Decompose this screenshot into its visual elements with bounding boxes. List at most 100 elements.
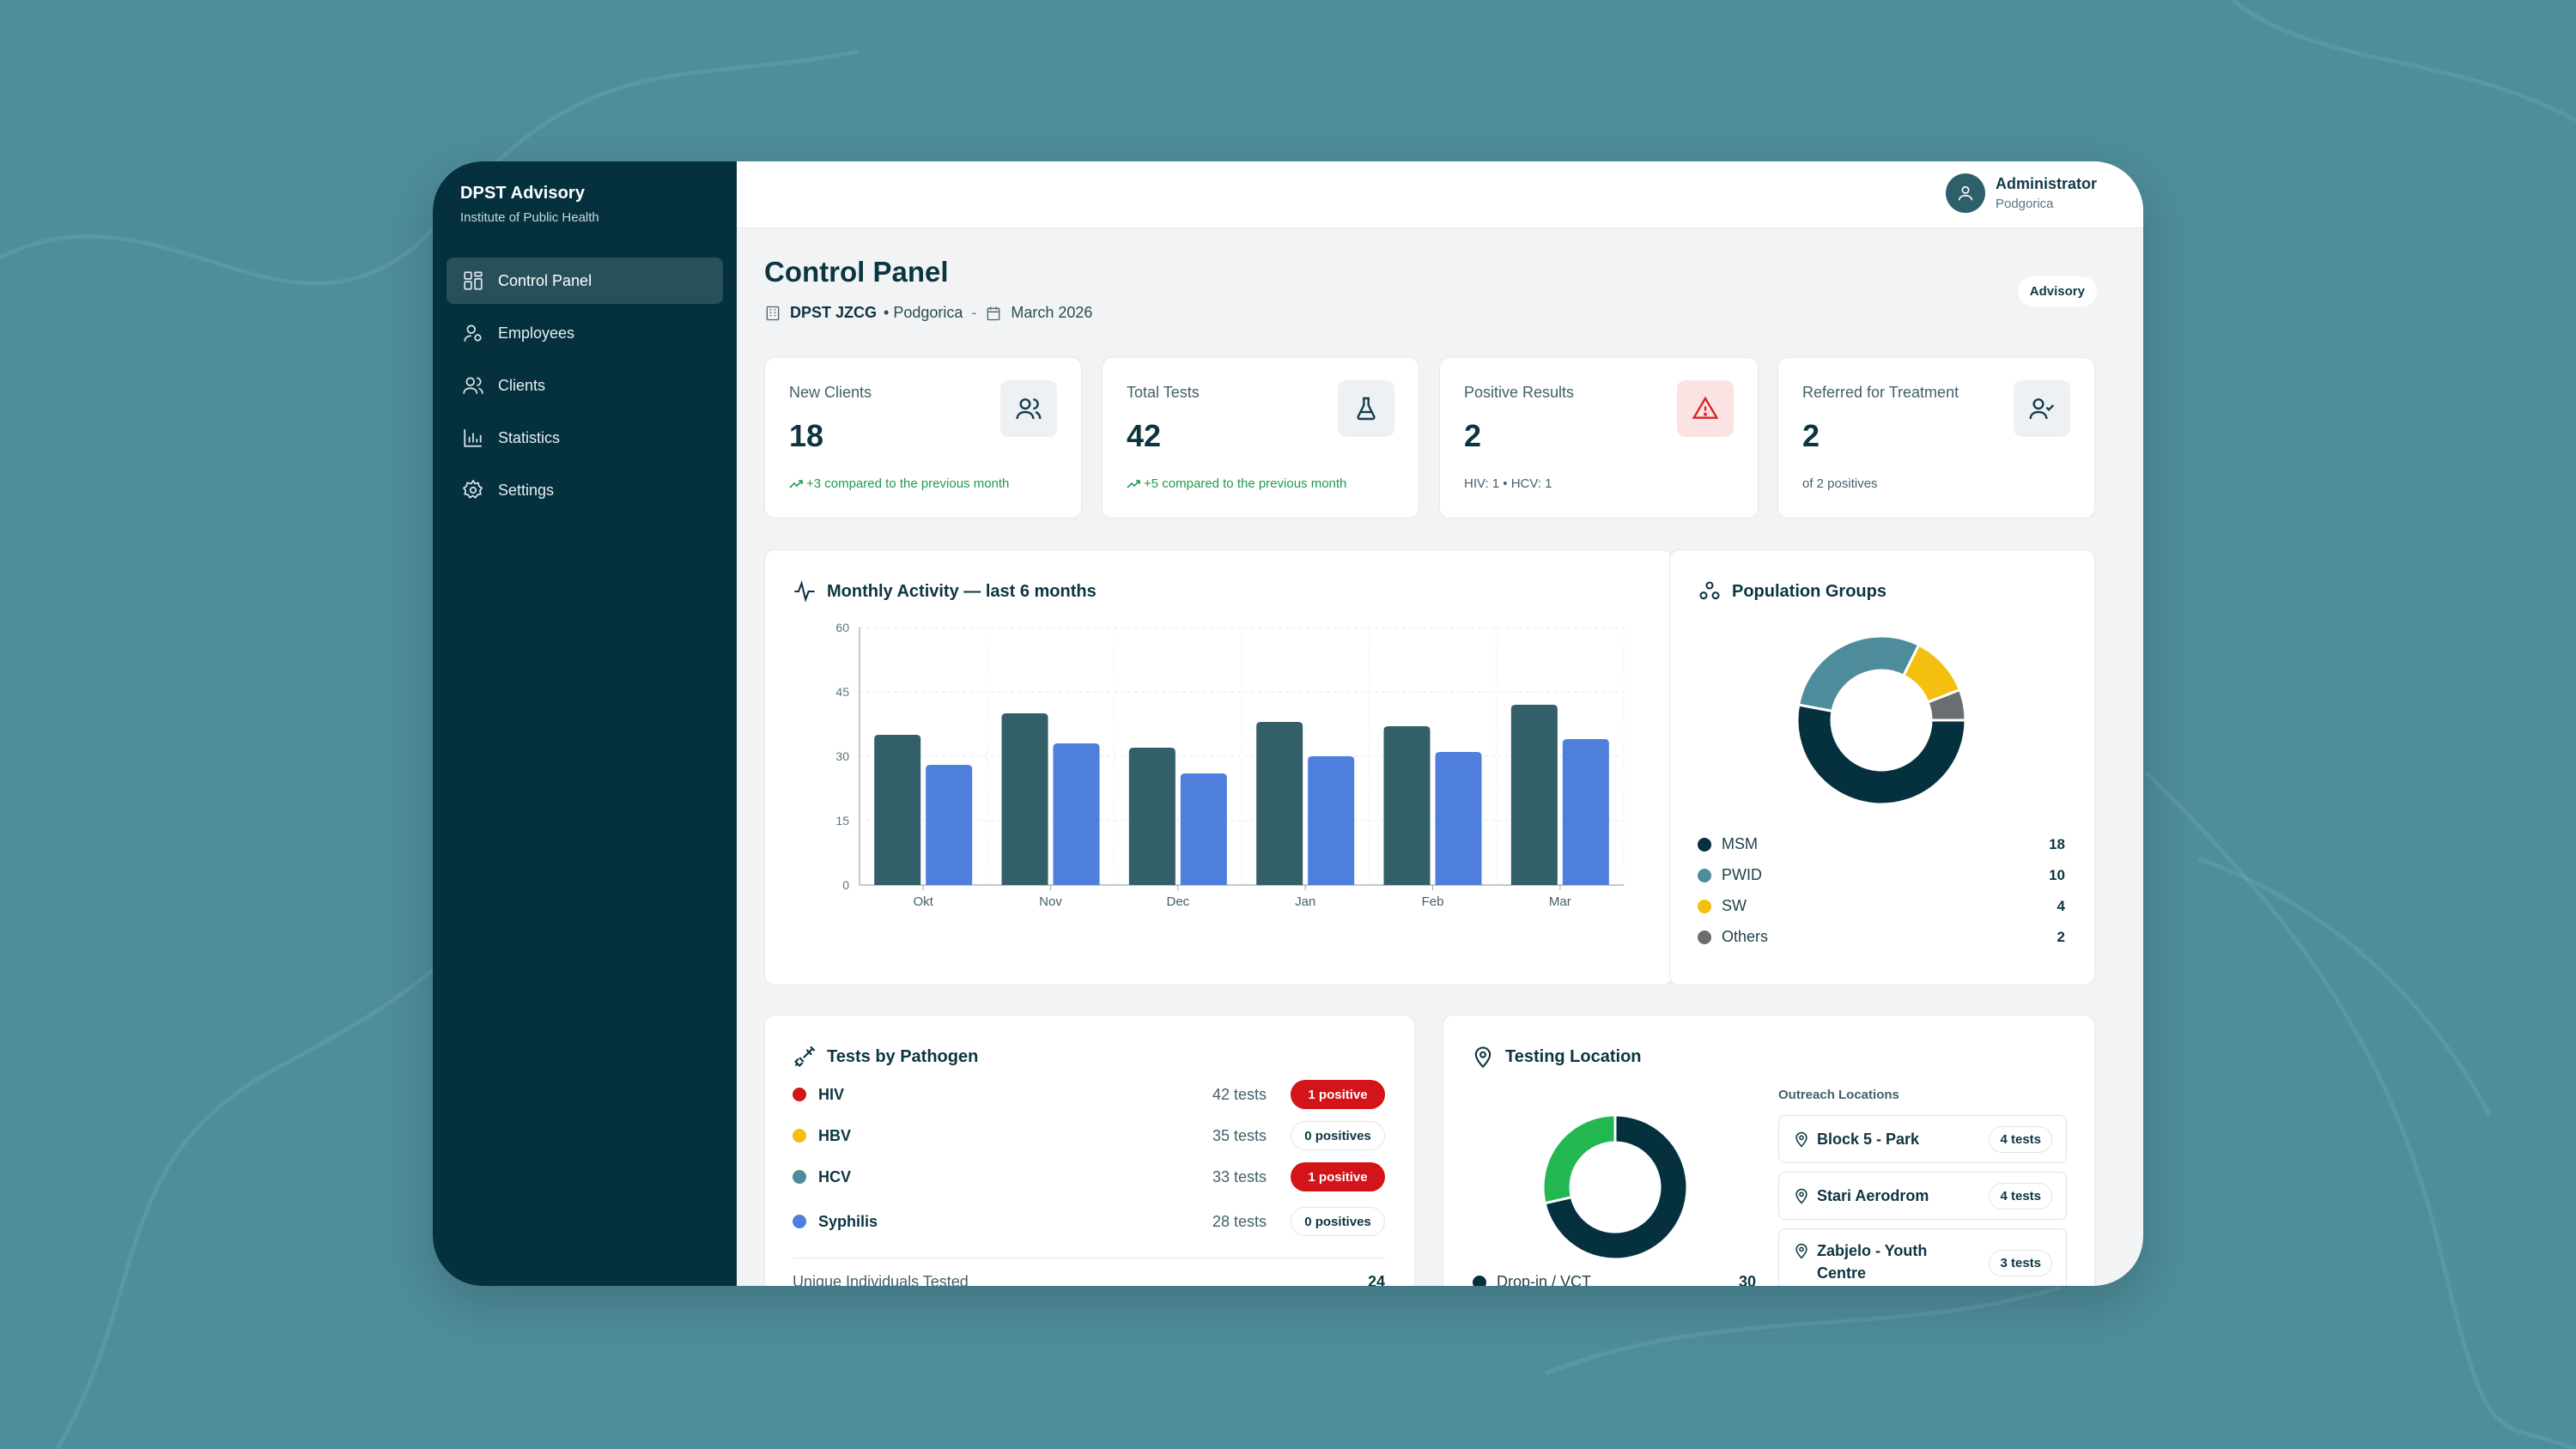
location-title: Testing Location bbox=[1505, 1046, 1642, 1066]
calendar-icon bbox=[987, 306, 1000, 320]
bar bbox=[1308, 756, 1355, 885]
sidebar-item-control-panel[interactable]: Control Panel bbox=[447, 258, 723, 304]
bar-chart: 0 15 30 45 60 Okt Nov Dec Jan Feb Mar bbox=[835, 621, 1625, 909]
outreach-title: Outreach Locations bbox=[1778, 1088, 1899, 1102]
x-tick-label: Jan bbox=[1295, 894, 1315, 909]
result-badge: 0 positives bbox=[1291, 1207, 1385, 1236]
sidebar-item-label: Employees bbox=[498, 324, 575, 342]
topbar: Administrator Podgorica bbox=[737, 161, 2143, 228]
activity-icon bbox=[794, 580, 815, 603]
stat-note-text: +5 compared to the previous month bbox=[1144, 476, 1347, 491]
donut-slice bbox=[1926, 688, 1967, 722]
header-city: • Podgorica bbox=[884, 304, 963, 321]
role-badge: Advisory bbox=[2017, 276, 2097, 306]
stat-label: Total Tests bbox=[1127, 384, 1200, 401]
building-icon bbox=[766, 306, 780, 320]
stat-card-new-clients: New Clients 18 +3 compared to the previo… bbox=[764, 357, 1082, 518]
stat-note: +5 compared to the previous month bbox=[1127, 476, 1346, 491]
pathogen-dot bbox=[793, 1215, 806, 1228]
stat-card-positive-results: Positive Results 2 HIV: 1 • HCV: 1 bbox=[1439, 357, 1759, 518]
outreach-location-item[interactable]: Stari Aerodrom 4 tests bbox=[1778, 1172, 2067, 1220]
stat-value: 2 bbox=[1802, 418, 1820, 453]
outreach-tests-badge: 3 tests bbox=[1989, 1250, 2052, 1276]
sidebar-item-settings[interactable]: Settings bbox=[447, 467, 723, 513]
location-pin-icon bbox=[1795, 1131, 1807, 1148]
sidebar-item-employees[interactable]: Employees bbox=[447, 310, 723, 356]
legend-value: 10 bbox=[2049, 866, 2065, 883]
outreach-tests-badge: 4 tests bbox=[1989, 1182, 2052, 1210]
legend-dot bbox=[1473, 1275, 1486, 1286]
pathogen-name: HBV bbox=[818, 1126, 852, 1144]
activity-title: Monthly Activity — last 6 months bbox=[827, 581, 1097, 601]
stat-note: HIV: 1 • HCV: 1 bbox=[1464, 476, 1552, 491]
bar bbox=[1053, 743, 1100, 885]
pathogen-name: HIV bbox=[818, 1085, 845, 1103]
stat-label: Referred for Treatment bbox=[1802, 384, 1959, 401]
unique-tested-row: Unique Individuals Tested 24 bbox=[793, 1273, 1385, 1286]
pathogen-dot bbox=[793, 1129, 806, 1143]
dashboard-icon bbox=[464, 271, 483, 290]
bar bbox=[926, 765, 973, 885]
outreach-name: Stari Aerodrom bbox=[1817, 1187, 1929, 1204]
legend-item-pwid: PWID 10 bbox=[1698, 866, 2065, 884]
users-icon bbox=[1016, 398, 1042, 420]
bar bbox=[1256, 722, 1303, 885]
outreach-name: Zabjelo - Youth Centre bbox=[1817, 1242, 1928, 1282]
page-meta: DPST JZCG • Podgorica - March 2026 bbox=[764, 304, 1092, 322]
sidebar-item-label: Clients bbox=[498, 376, 546, 394]
bar bbox=[1180, 773, 1227, 885]
stat-label: Positive Results bbox=[1464, 384, 1575, 401]
app-window: DPST Advisory Institute of Public Health… bbox=[433, 161, 2143, 1286]
pathogen-row-hiv: HIV 42 tests 1 positive bbox=[793, 1079, 1385, 1110]
outreach-location-item[interactable]: Block 5 - Park 4 tests bbox=[1778, 1115, 2067, 1163]
trend-up-icon bbox=[789, 480, 803, 488]
x-tick-label: Okt bbox=[913, 894, 933, 909]
user-menu[interactable]: Administrator Podgorica bbox=[1945, 173, 2097, 213]
card-title: Testing Location bbox=[1471, 1045, 1642, 1069]
stat-icon bbox=[2014, 380, 2070, 437]
location-donut-chart bbox=[1541, 1113, 1689, 1261]
gear-icon bbox=[462, 479, 483, 499]
legend-item-msm: MSM 18 bbox=[1698, 835, 2065, 853]
result-badge: 1 positive bbox=[1291, 1162, 1385, 1191]
bar bbox=[1510, 705, 1558, 885]
stat-label: New Clients bbox=[789, 384, 872, 401]
brand: DPST Advisory Institute of Public Health bbox=[433, 161, 737, 251]
pathogen-tests: 42 tests bbox=[1212, 1085, 1267, 1103]
stat-card-total-tests: Total Tests 42 +5 compared to the previo… bbox=[1102, 357, 1419, 518]
flask-icon bbox=[1357, 397, 1376, 421]
location-pin-icon bbox=[1795, 1243, 1807, 1259]
donut-slice bbox=[1541, 1113, 1617, 1205]
pathogen-row-hcv: HCV 33 tests 1 positive bbox=[793, 1161, 1385, 1192]
groups-icon bbox=[1699, 581, 1720, 600]
legend-item-sw: SW 4 bbox=[1698, 897, 2065, 915]
location-pin-icon bbox=[1474, 1046, 1492, 1069]
monthly-activity-card: Monthly Activity — last 6 months 0 15 30 45… bbox=[764, 549, 1673, 985]
legend-value: 2 bbox=[2057, 928, 2065, 945]
bar bbox=[1562, 739, 1609, 885]
legend-label: MSM bbox=[1722, 835, 1758, 852]
stat-icon bbox=[1000, 380, 1057, 437]
y-tick-label: 60 bbox=[835, 621, 849, 634]
donut-slice bbox=[1543, 1113, 1689, 1261]
sidebar-item-statistics[interactable]: Statistics bbox=[447, 415, 723, 461]
stat-icon bbox=[1338, 380, 1394, 437]
header-separator: - bbox=[971, 304, 977, 321]
legend-dot bbox=[1698, 899, 1711, 913]
sidebar-item-clients[interactable]: Clients bbox=[447, 362, 723, 409]
stat-icon bbox=[1677, 380, 1734, 437]
pathogen-title: Tests by Pathogen bbox=[827, 1046, 979, 1066]
x-tick-label: Nov bbox=[1039, 894, 1062, 909]
card-title: Population Groups bbox=[1698, 579, 1886, 603]
avatar bbox=[1945, 173, 1985, 213]
user-name: Administrator bbox=[1995, 175, 2097, 192]
legend-dot bbox=[1698, 930, 1711, 944]
pathogen-dot bbox=[793, 1170, 806, 1184]
bar-chart-icon bbox=[464, 429, 482, 447]
legend-value: 18 bbox=[2049, 835, 2065, 852]
population-groups-card: Population Groups MSM 18 PWID 10 SW 4 Ot… bbox=[1669, 549, 2095, 985]
unique-tested-value: 24 bbox=[1367, 1273, 1385, 1286]
testing-location-card: Testing Location Drop-in / VCT 30 Outrea… bbox=[1443, 1015, 2095, 1286]
header-date: March 2026 bbox=[1011, 304, 1093, 321]
outreach-location-item[interactable]: Zabjelo - Youth Centre 3 tests bbox=[1778, 1228, 2067, 1286]
